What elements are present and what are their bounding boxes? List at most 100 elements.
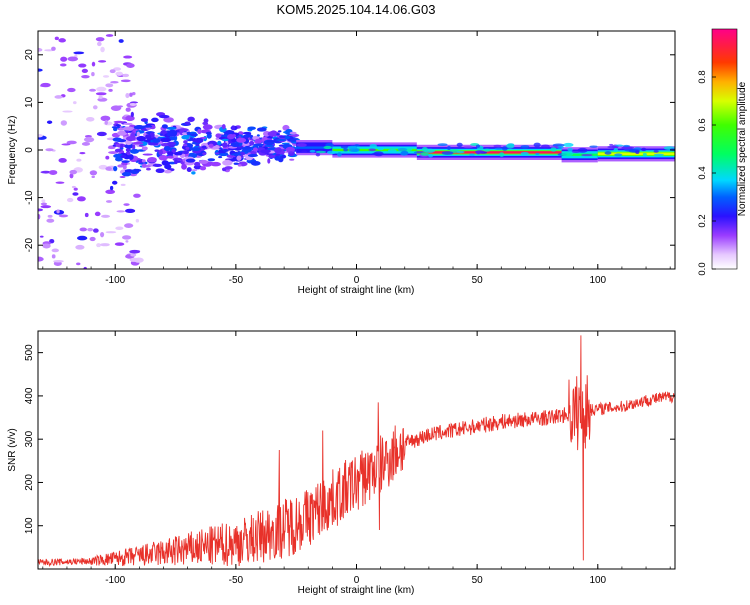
spectrogram-noise-blob xyxy=(56,209,60,214)
spectrogram-ridge-blob xyxy=(400,150,409,155)
spectrogram-noise-blob xyxy=(236,137,247,143)
spectrogram-noise-blob xyxy=(91,61,96,67)
spectrogram-noise-blob xyxy=(81,142,91,146)
spectrogram-ridge-blob xyxy=(343,148,349,152)
spectrogram-noise-blob xyxy=(94,211,101,217)
spectrogram-ridge-blob xyxy=(463,146,473,149)
spectrogram-noise-blob xyxy=(38,208,44,212)
spectrogram-noise-blob xyxy=(110,105,122,111)
spectrogram-ridge-blob xyxy=(501,146,508,151)
spectrogram-noise-blob xyxy=(38,134,43,138)
spectrogram-noise-blob xyxy=(115,71,123,76)
spectrogram-noise-blob xyxy=(145,134,152,140)
spectrogram-noise-blob xyxy=(129,249,141,254)
spectrogram-noise-blob xyxy=(202,152,207,155)
spectrogram-noise-blob xyxy=(121,235,132,240)
spectrogram-noise-blob xyxy=(222,148,229,153)
spectrogram-noise-blob xyxy=(42,243,51,249)
spectrogram-noise-blob xyxy=(129,92,133,97)
spectrogram-noise-blob xyxy=(158,149,163,156)
spectrogram-noise-blob xyxy=(38,213,41,220)
spectrogram-noise-blob xyxy=(285,146,296,153)
spectrogram-noise-blob xyxy=(91,71,95,77)
spectrogram-noise-blob xyxy=(125,93,130,99)
spectrogram-noise-blob xyxy=(78,63,87,68)
spectrogram-ridge-band xyxy=(416,151,562,154)
spectrogram-noise-blob xyxy=(108,151,119,154)
spectrogram-noise-blob xyxy=(97,97,108,102)
spectrogram-noise-blob xyxy=(60,56,68,62)
spectrogram-noise-blob xyxy=(105,155,110,160)
spectrogram-noise-blob xyxy=(182,144,188,147)
spectrogram-noise-blob xyxy=(96,243,101,248)
spectrogram-noise-blob xyxy=(60,120,68,126)
spectrogram-noise-blob xyxy=(102,75,110,78)
spectrogram-ridge-blob xyxy=(571,150,581,153)
spectrogram-noise-blob xyxy=(112,137,123,142)
snr-y-tick-label: 300 xyxy=(24,430,35,447)
spectrogram-noise-blob xyxy=(240,147,251,150)
spectrogram-noise-blob xyxy=(267,158,271,164)
spectrogram-noise-blob xyxy=(73,187,78,191)
spectrogram-noise-blob xyxy=(198,159,209,164)
spectrogram-ridge-blob xyxy=(615,144,624,147)
spectrogram-noise-blob xyxy=(174,151,183,156)
spectrogram-noise-blob xyxy=(138,144,144,147)
spectrogram-noise-blob xyxy=(166,155,174,159)
spectrogram-noise-blob xyxy=(191,171,196,175)
spectrogram-noise-blob xyxy=(111,125,121,129)
spectrogram-noise-blob xyxy=(100,243,110,247)
spectrogram-noise-blob xyxy=(182,158,186,162)
spectrogram-noise-blob xyxy=(174,159,178,164)
spectrogram-noise-blob xyxy=(159,133,163,136)
spectrogram-ridge-blob xyxy=(475,144,481,148)
spectrogram-ridge-blob xyxy=(533,142,541,148)
spectrogram-ridge-blob xyxy=(420,152,430,156)
spectrogram-noise-blob xyxy=(117,164,124,168)
spectrogram-noise-blob xyxy=(129,148,140,154)
spectrogram-noise-blob xyxy=(223,134,229,138)
spectrogram-x-tick-label: 50 xyxy=(472,275,484,286)
spectrogram-noise-blob xyxy=(95,92,107,96)
spectrogram-noise-blob xyxy=(105,34,114,37)
spectrogram-ridge-blob xyxy=(494,147,504,150)
spectrogram-noise-blob xyxy=(254,138,263,144)
spectrogram-y-tick-label: -10 xyxy=(24,190,35,205)
spectrogram-ridge-blob xyxy=(505,143,515,149)
spectrogram-noise-blob xyxy=(151,117,159,123)
spectrogram-noise-blob xyxy=(197,129,202,135)
spectrogram-noise-blob xyxy=(81,68,88,74)
spectrogram-ridge-blob xyxy=(368,148,377,152)
spectrogram-ridge-blob xyxy=(641,147,647,152)
spectrogram-noise-blob xyxy=(247,126,256,131)
spectrogram-noise-blob xyxy=(230,142,240,148)
spectrogram-noise-blob xyxy=(130,111,134,118)
spectrogram-ridge-blob xyxy=(563,142,574,147)
spectrogram-ridge-blob xyxy=(556,145,564,150)
spectrogram-noise-blob xyxy=(105,231,117,234)
spectrogram-noise-blob xyxy=(125,208,136,213)
spectrogram-noise-blob xyxy=(142,125,153,128)
spectrogram-ridge-blob xyxy=(604,151,612,155)
spectrogram-noise-blob xyxy=(140,118,149,122)
spectrogram-noise-blob xyxy=(66,197,74,203)
spectrogram-noise-blob xyxy=(264,144,275,147)
spectrogram-ridge-blob xyxy=(428,153,434,158)
spectrogram-noise-blob xyxy=(207,158,216,162)
spectrogram-noise-blob xyxy=(100,115,111,122)
spectrogram-ridge-blob xyxy=(613,147,619,153)
spectrogram-noise-blob xyxy=(260,149,271,154)
colorbar-gradient xyxy=(711,28,738,270)
spectrogram-noise-blob xyxy=(133,168,142,172)
spectrogram-ridge-band xyxy=(561,153,598,156)
spectrogram-noise-blob xyxy=(115,124,121,127)
spectrogram-noise-blob xyxy=(47,214,53,218)
spectrogram-noise-blob xyxy=(113,120,124,124)
spectrogram-noise-blob xyxy=(107,146,116,150)
spectrogram-noise-blob xyxy=(100,232,105,238)
spectrogram-noise-blob xyxy=(267,130,279,137)
spectrogram-ridge-blob xyxy=(581,153,593,157)
spectrogram-noise-blob xyxy=(160,137,172,143)
spectrogram-noise-blob xyxy=(189,147,201,152)
